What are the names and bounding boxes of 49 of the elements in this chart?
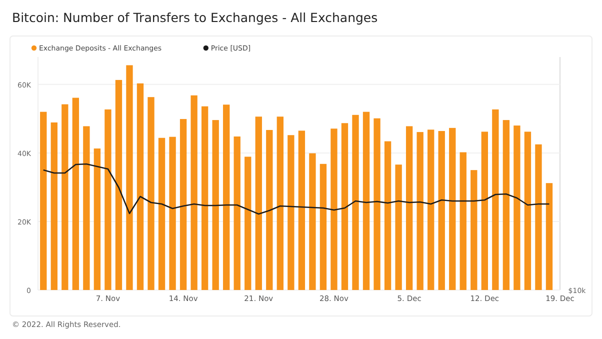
bar: [126, 65, 133, 290]
bar: [190, 95, 198, 290]
bar: [266, 130, 273, 290]
bar: [384, 141, 392, 290]
bar: [309, 153, 316, 290]
bar: [180, 119, 187, 290]
chart-title: Bitcoin: Number of Transfers to Exchanges - All Exchanges: [12, 10, 378, 25]
bar: [298, 130, 306, 290]
bar: [406, 126, 413, 290]
bar: [223, 104, 230, 290]
bar: [255, 116, 262, 290]
bar: [136, 83, 144, 290]
bar: [438, 131, 445, 290]
bar: [244, 156, 252, 290]
bar: [104, 109, 112, 290]
bar: [50, 122, 58, 290]
bar: [352, 114, 359, 290]
bar: [524, 132, 532, 290]
bar: [83, 126, 90, 290]
bar: [416, 132, 424, 290]
bar: [72, 98, 80, 290]
bar: [212, 120, 219, 290]
bar: [62, 104, 68, 290]
bar: [169, 136, 176, 290]
bar: [320, 164, 327, 290]
bar: [115, 80, 122, 290]
bar: [449, 128, 456, 290]
bar: [514, 126, 520, 290]
bar: [40, 112, 47, 290]
bar: [428, 130, 434, 290]
bar: [460, 152, 466, 290]
bar: [546, 183, 553, 290]
bar: [481, 132, 488, 290]
bar: [234, 136, 240, 290]
bar: [395, 164, 402, 290]
bar: [535, 144, 542, 290]
bar: [148, 97, 154, 290]
bar: [330, 128, 338, 290]
bar: [362, 112, 370, 290]
bar: [276, 116, 284, 290]
bar: [502, 120, 510, 290]
bar: [94, 148, 101, 290]
bar: [158, 138, 166, 290]
bar: [288, 135, 294, 290]
bar: [201, 106, 208, 290]
bar: [341, 123, 348, 290]
bar: [492, 109, 499, 290]
bar: [470, 170, 478, 290]
bar: [374, 118, 380, 290]
